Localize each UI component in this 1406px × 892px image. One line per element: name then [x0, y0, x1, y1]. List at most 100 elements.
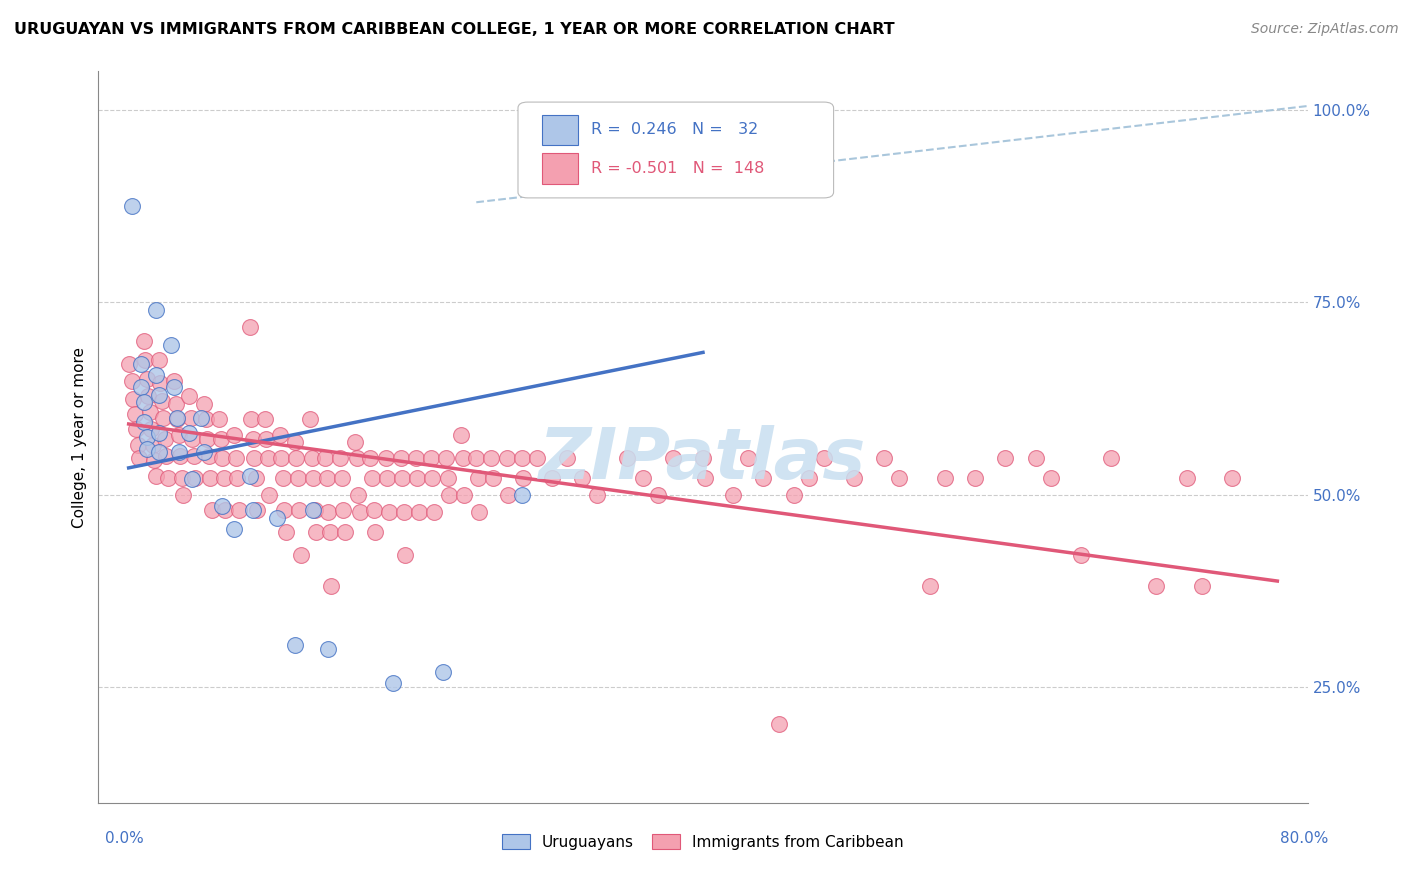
Point — [347, 488, 370, 502]
Point — [382, 676, 405, 690]
Point — [316, 641, 339, 656]
Point — [391, 471, 413, 485]
Point — [193, 445, 215, 459]
Point — [873, 450, 896, 465]
Point — [179, 426, 201, 441]
Point — [225, 450, 247, 465]
Point — [256, 450, 278, 465]
Point — [647, 488, 669, 502]
Point — [242, 433, 264, 447]
Point — [329, 450, 352, 465]
Point — [242, 503, 264, 517]
Legend: Uruguayans, Immigrants from Caribbean: Uruguayans, Immigrants from Caribbean — [495, 826, 911, 857]
Point — [134, 353, 156, 368]
Point — [246, 503, 269, 517]
Point — [752, 471, 775, 485]
Point — [965, 471, 987, 485]
Point — [571, 471, 593, 485]
Point — [194, 412, 217, 426]
Point — [436, 471, 458, 485]
Text: 80.0%: 80.0% — [1281, 831, 1329, 846]
Point — [616, 450, 638, 465]
Point — [148, 388, 170, 402]
Point — [392, 505, 415, 519]
Point — [121, 374, 143, 388]
Point — [273, 503, 295, 517]
Point — [125, 422, 148, 436]
Point — [305, 524, 328, 539]
Point — [468, 505, 491, 519]
Point — [124, 407, 146, 421]
Point — [349, 505, 371, 519]
Point — [316, 505, 339, 519]
Point — [1070, 548, 1092, 562]
Point — [183, 450, 205, 464]
Point — [481, 450, 503, 465]
Point — [813, 450, 835, 465]
Point — [692, 450, 714, 465]
Point — [408, 505, 430, 519]
Point — [510, 450, 533, 465]
Point — [420, 450, 443, 465]
Point — [165, 397, 187, 411]
Point — [143, 453, 166, 467]
Point — [135, 372, 157, 386]
Point — [127, 438, 149, 452]
Point — [797, 471, 820, 485]
Point — [122, 392, 145, 406]
Point — [1175, 471, 1198, 485]
Point — [918, 579, 941, 593]
Point — [495, 450, 517, 465]
Text: ZIPatlas: ZIPatlas — [540, 425, 866, 493]
Point — [363, 503, 385, 517]
Point — [555, 450, 578, 465]
Point — [301, 450, 323, 465]
Point — [994, 450, 1017, 465]
Point — [321, 579, 343, 593]
Point — [450, 427, 472, 442]
Point — [437, 488, 460, 502]
Point — [631, 471, 654, 485]
Point — [783, 488, 806, 502]
Point — [166, 412, 188, 426]
Point — [330, 471, 353, 485]
Text: URUGUAYAN VS IMMIGRANTS FROM CARIBBEAN COLLEGE, 1 YEAR OR MORE CORRELATION CHART: URUGUAYAN VS IMMIGRANTS FROM CARIBBEAN C… — [14, 22, 894, 37]
Point — [284, 638, 307, 652]
Point — [540, 471, 562, 485]
FancyBboxPatch shape — [517, 102, 834, 198]
Point — [1099, 450, 1122, 465]
Point — [1039, 471, 1062, 485]
Point — [889, 471, 911, 485]
Point — [118, 357, 141, 371]
Point — [142, 438, 165, 452]
Point — [128, 450, 150, 465]
Point — [737, 450, 759, 465]
Point — [156, 471, 179, 485]
Point — [208, 412, 231, 426]
Point — [467, 471, 489, 485]
Point — [270, 450, 292, 465]
Point — [150, 393, 173, 408]
Point — [332, 503, 354, 517]
Point — [132, 395, 155, 409]
Point — [160, 337, 183, 351]
Point — [451, 450, 474, 465]
Point — [844, 471, 866, 485]
Point — [510, 488, 533, 502]
Point — [434, 450, 457, 465]
Point — [934, 471, 956, 485]
Point — [304, 503, 326, 517]
Point — [226, 471, 249, 485]
Point — [181, 433, 204, 447]
Point — [274, 524, 297, 539]
Point — [145, 468, 167, 483]
Point — [290, 548, 312, 562]
Point — [285, 450, 308, 465]
Point — [422, 471, 444, 485]
Point — [141, 422, 163, 436]
Point — [432, 665, 454, 679]
Bar — [543, 115, 578, 145]
Point — [149, 376, 172, 391]
Point — [423, 505, 446, 519]
Text: Source: ZipAtlas.com: Source: ZipAtlas.com — [1251, 22, 1399, 37]
